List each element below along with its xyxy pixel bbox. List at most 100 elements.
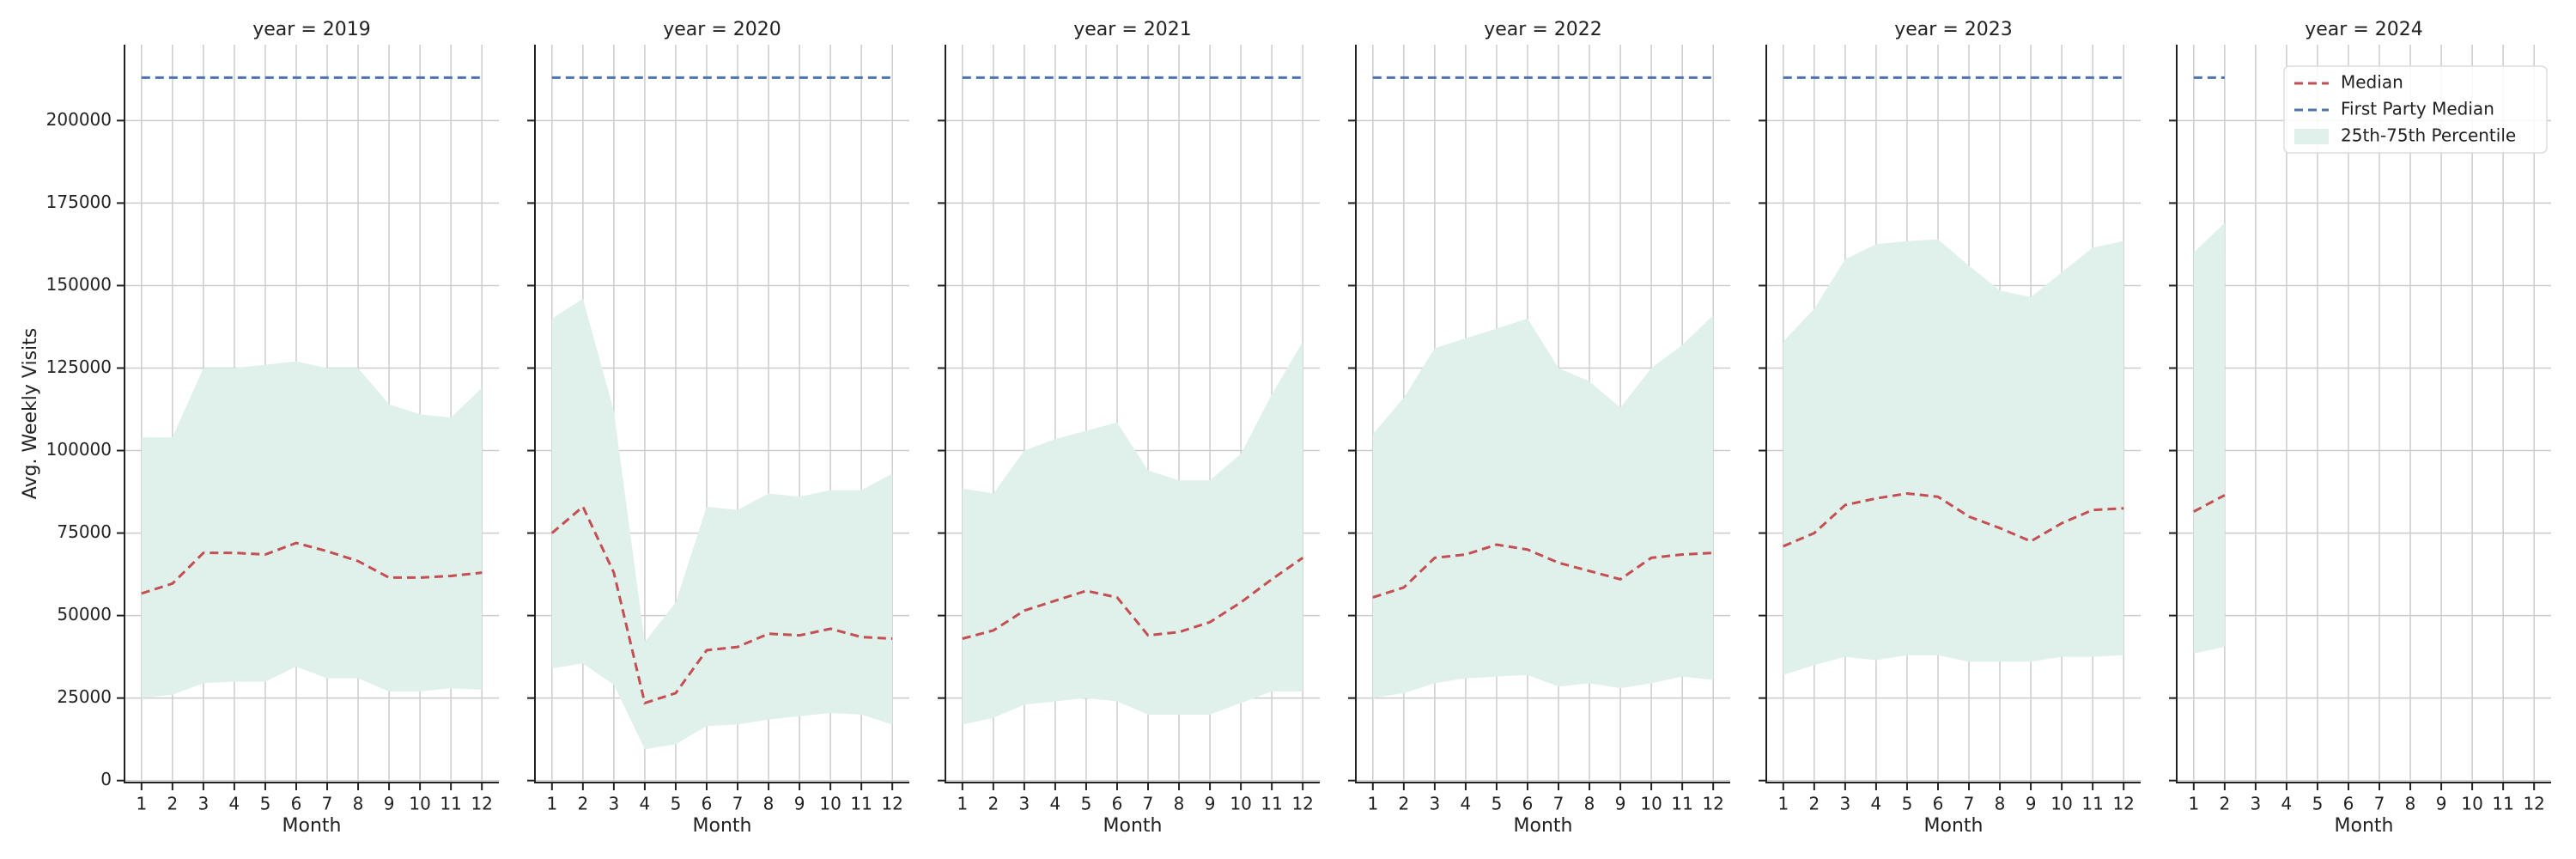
percentile-band bbox=[2193, 222, 2225, 654]
x-tick-label: 8 bbox=[763, 794, 775, 814]
x-tick-label: 9 bbox=[1205, 794, 1216, 814]
x-tick-label: 1 bbox=[546, 794, 557, 814]
x-tick-label: 7 bbox=[1553, 794, 1564, 814]
x-tick-label: 9 bbox=[794, 794, 805, 814]
y-tick-label: 25000 bbox=[57, 686, 112, 707]
x-tick-label: 11 bbox=[1671, 794, 1692, 814]
x-tick-label: 7 bbox=[1964, 794, 1975, 814]
panel-title: year = 2022 bbox=[1484, 19, 1602, 40]
x-tick-label: 3 bbox=[1840, 794, 1851, 814]
x-tick-label: 12 bbox=[1291, 794, 1313, 814]
x-tick-label: 2 bbox=[2219, 794, 2230, 814]
x-tick-label: 6 bbox=[1933, 794, 1944, 814]
panel-title: year = 2024 bbox=[2305, 19, 2423, 40]
x-tick-label: 12 bbox=[881, 794, 902, 814]
panel-title: year = 2019 bbox=[252, 19, 371, 40]
x-tick-label: 9 bbox=[2026, 794, 2037, 814]
x-tick-label: 7 bbox=[1143, 794, 1154, 814]
legend-label: 25th-75th Percentile bbox=[2341, 125, 2516, 146]
x-tick-label: 10 bbox=[819, 794, 841, 814]
x-tick-label: 6 bbox=[1112, 794, 1123, 814]
x-axis-label: Month bbox=[2335, 815, 2394, 837]
legend-swatch bbox=[2294, 129, 2329, 144]
x-tick-label: 8 bbox=[1584, 794, 1595, 814]
y-tick-label: 175000 bbox=[46, 192, 112, 212]
x-tick-label: 4 bbox=[2281, 794, 2293, 814]
x-axis-label: Month bbox=[693, 815, 752, 837]
x-tick-label: 9 bbox=[1615, 794, 1626, 814]
median-line bbox=[141, 541, 483, 595]
x-tick-label: 6 bbox=[702, 794, 713, 814]
percentile-band bbox=[551, 298, 893, 750]
x-tick-label: 1 bbox=[957, 794, 968, 814]
x-tick-label: 2 bbox=[167, 794, 178, 814]
x-tick-label: 11 bbox=[2492, 794, 2513, 814]
percentile-band bbox=[1783, 239, 2124, 675]
legend-label: Median bbox=[2341, 72, 2403, 93]
y-tick-label: 100000 bbox=[46, 439, 112, 460]
x-axis-label: Month bbox=[1103, 815, 1163, 837]
x-tick-label: 8 bbox=[1174, 794, 1185, 814]
x-tick-label: 1 bbox=[136, 794, 147, 814]
percentile-band bbox=[1372, 315, 1714, 698]
y-tick-label: 75000 bbox=[57, 521, 112, 542]
x-tick-label: 6 bbox=[1522, 794, 1534, 814]
x-tick-label: 9 bbox=[384, 794, 395, 814]
x-tick-label: 4 bbox=[1050, 794, 1061, 814]
x-tick-label: 11 bbox=[850, 794, 872, 814]
x-tick-label: 2 bbox=[1398, 794, 1409, 814]
x-tick-label: 7 bbox=[2374, 794, 2385, 814]
percentile-band bbox=[141, 361, 483, 698]
x-tick-label: 12 bbox=[471, 794, 492, 814]
x-tick-label: 10 bbox=[409, 794, 430, 814]
x-tick-label: 5 bbox=[260, 794, 271, 814]
x-tick-label: 11 bbox=[2081, 794, 2103, 814]
x-tick-label: 1 bbox=[1367, 794, 1378, 814]
x-tick-label: 2 bbox=[577, 794, 588, 814]
x-tick-label: 10 bbox=[1230, 794, 1251, 814]
x-tick-label: 8 bbox=[2405, 794, 2416, 814]
y-tick-label: 125000 bbox=[46, 356, 112, 377]
x-tick-label: 7 bbox=[322, 794, 333, 814]
x-axis-label: Month bbox=[1924, 815, 1984, 837]
x-tick-label: 3 bbox=[198, 794, 210, 814]
x-tick-label: 10 bbox=[2050, 794, 2072, 814]
x-tick-label: 2 bbox=[1808, 794, 1820, 814]
panel-title: year = 2021 bbox=[1073, 19, 1192, 40]
x-tick-label: 5 bbox=[1492, 794, 1503, 814]
x-tick-label: 3 bbox=[609, 794, 620, 814]
x-tick-label: 4 bbox=[229, 794, 240, 814]
panel-title: year = 2020 bbox=[663, 19, 781, 40]
x-tick-label: 6 bbox=[2343, 794, 2354, 814]
x-tick-label: 8 bbox=[1995, 794, 2006, 814]
y-axis-label: Avg. Weekly Visits bbox=[20, 328, 41, 499]
median-line bbox=[1372, 543, 1714, 599]
y-tick-label: 0 bbox=[100, 769, 112, 789]
x-tick-label: 3 bbox=[1019, 794, 1030, 814]
median-line bbox=[962, 557, 1304, 640]
x-tick-label: 5 bbox=[1081, 794, 1092, 814]
panel-title: year = 2023 bbox=[1894, 19, 2013, 40]
x-tick-label: 10 bbox=[1640, 794, 1662, 814]
x-tick-label: 10 bbox=[2461, 794, 2482, 814]
x-axis-label: Month bbox=[1514, 815, 1573, 837]
x-tick-label: 4 bbox=[1871, 794, 1882, 814]
x-tick-label: 4 bbox=[1461, 794, 1472, 814]
x-tick-label: 3 bbox=[2251, 794, 2262, 814]
legend-label: First Party Median bbox=[2341, 99, 2494, 119]
legend-box bbox=[2283, 65, 2548, 154]
x-axis-label: Month bbox=[283, 815, 342, 837]
x-tick-label: 11 bbox=[1261, 794, 1282, 814]
percentile-band bbox=[962, 341, 1303, 725]
x-tick-label: 6 bbox=[291, 794, 302, 814]
y-tick-label: 150000 bbox=[46, 274, 112, 295]
x-tick-label: 9 bbox=[2436, 794, 2447, 814]
x-tick-label: 12 bbox=[2523, 794, 2544, 814]
x-tick-label: 12 bbox=[2112, 794, 2134, 814]
x-tick-label: 11 bbox=[440, 794, 461, 814]
x-tick-label: 1 bbox=[2188, 794, 2199, 814]
x-tick-label: 8 bbox=[353, 794, 364, 814]
y-tick-label: 50000 bbox=[57, 604, 112, 624]
median-line bbox=[2193, 494, 2226, 513]
